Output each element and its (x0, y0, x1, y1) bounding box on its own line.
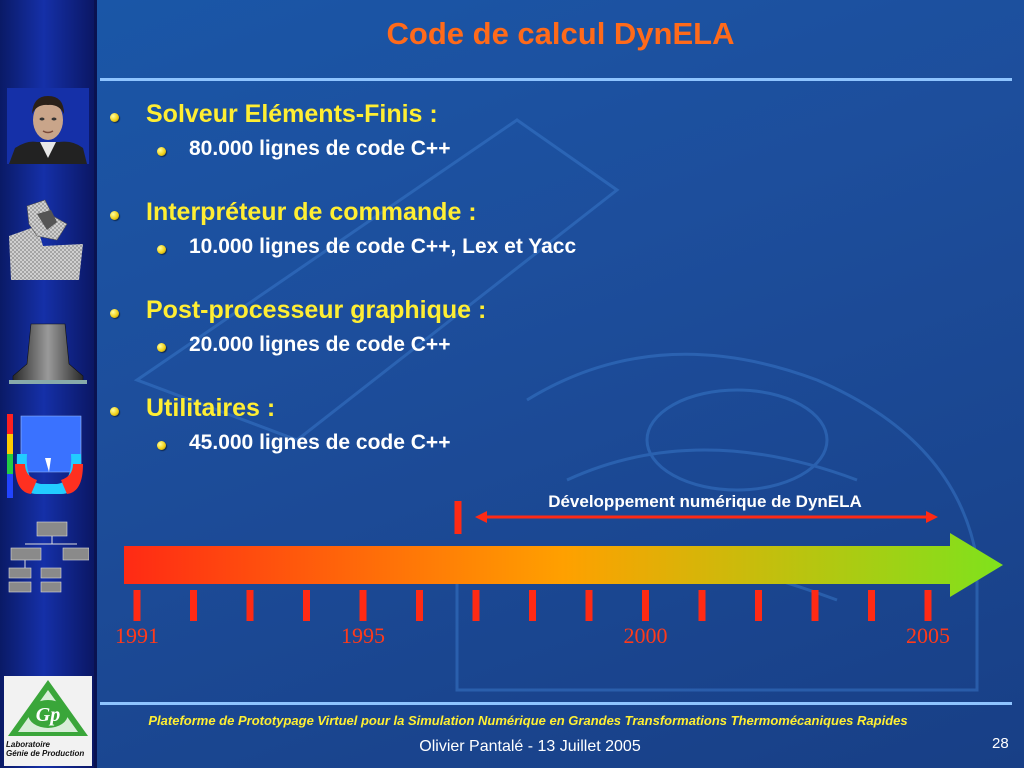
sidebar: Gp Laboratoire Génie de Production (0, 0, 97, 768)
year-label: 1995 (341, 623, 385, 648)
footer-divider (100, 702, 1012, 705)
development-span-arrowhead-right (926, 511, 938, 523)
simulation-thumbnail (7, 414, 83, 498)
bullet-dot-icon (157, 245, 166, 254)
development-span-arrowhead-left (475, 511, 487, 523)
sub-bullet-label: 45.000 lignes de code C++ (189, 431, 451, 454)
bullet-label: Solveur Eléments-Finis : (146, 100, 438, 128)
year-tick (811, 590, 819, 621)
year-tick (642, 590, 649, 621)
development-label: Développement numérique de DynELA (548, 492, 862, 511)
year-tick (190, 590, 197, 621)
bullet-dot-icon (157, 441, 166, 450)
logo-text: Laboratoire Génie de Production (4, 740, 92, 758)
author-photo (7, 88, 89, 164)
logo-line-2: Génie de Production (6, 749, 85, 758)
sub-bullet-post-processeur: 20.000 lignes de code C++ (110, 328, 1000, 362)
year-tick (755, 590, 762, 621)
development-span-arrow (475, 511, 938, 523)
year-tick (416, 590, 423, 621)
sidebar-edge (94, 0, 97, 768)
logo-initials: Gp (36, 704, 60, 726)
bullet-utilitaires: Utilitaires : (110, 390, 1000, 426)
year-tick (359, 590, 367, 621)
bullet-dot-icon (157, 343, 166, 352)
bullet-dot-icon (110, 113, 119, 122)
footer-author: Olivier Pantalé - 13 Juillet 2005 (419, 738, 641, 755)
timeline-arrow (124, 533, 1003, 597)
year-tick (924, 590, 932, 621)
bullet-dot-icon (110, 309, 119, 318)
sub-bullet-utilitaires: 45.000 lignes de code C++ (110, 426, 1000, 460)
bullet-dot-icon (157, 147, 166, 156)
bullet-dot-icon (110, 211, 119, 220)
page-number: 28 (992, 735, 1009, 752)
sub-bullet-solveur: 80.000 lignes de code C++ (110, 132, 1000, 166)
title-divider (100, 78, 1012, 81)
development-start-marker (454, 501, 462, 534)
footer-title: Plateforme de Prototypage Virtuel pour l… (148, 713, 908, 728)
logo-line-1: Laboratoire (6, 740, 51, 749)
slide-title: Code de calcul DynELA (386, 16, 735, 51)
sub-bullet-label: 10.000 lignes de code C++, Lex et Yacc (189, 235, 577, 258)
year-tick (868, 590, 875, 621)
bullet-label: Post-processeur graphique : (146, 296, 487, 324)
year-label: 2000 (623, 623, 668, 648)
sub-bullet-label: 80.000 lignes de code C++ (189, 137, 451, 160)
year-tick (133, 590, 141, 621)
year-tick (246, 590, 254, 621)
bullet-solveur: Solveur Eléments-Finis : (110, 96, 1000, 132)
year-tick (303, 590, 310, 621)
year-label: 2005 (906, 623, 950, 648)
year-ticks (133, 590, 932, 621)
laboratory-logo: Gp Laboratoire Génie de Production (4, 676, 92, 766)
year-tick (585, 590, 593, 621)
gp-logo-graphic: Gp (8, 680, 88, 736)
bullet-list: Solveur Eléments-Finis : 80.000 lignes d… (110, 96, 1000, 460)
bullet-interpreteur: Interpréteur de commande : (110, 194, 1000, 230)
year-tick (529, 590, 536, 621)
year-label: 1991 (115, 623, 159, 648)
year-tick (698, 590, 706, 621)
sub-bullet-label: 20.000 lignes de code C++ (189, 333, 451, 356)
bullet-label: Interpréteur de commande : (146, 198, 477, 226)
year-tick (472, 590, 480, 621)
bullet-dot-icon (110, 407, 119, 416)
sub-bullet-interpreteur: 10.000 lignes de code C++, Lex et Yacc (110, 230, 1000, 264)
mesh-thumbnail (9, 199, 83, 280)
bullet-label: Utilitaires : (146, 394, 276, 422)
projectile-thumbnail (9, 323, 87, 384)
diagram-thumbnail (8, 521, 89, 593)
bullet-post-processeur: Post-processeur graphique : (110, 292, 1000, 328)
